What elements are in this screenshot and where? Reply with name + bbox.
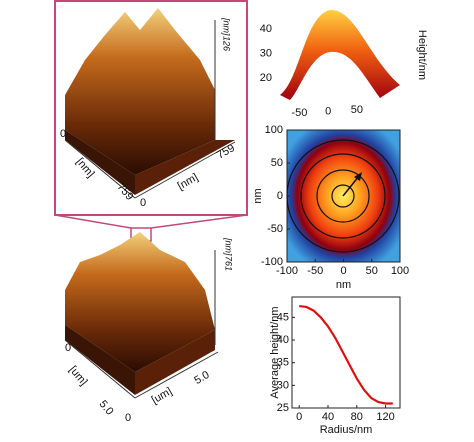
y-tick-label: -50 [267, 223, 283, 235]
afm-side [135, 330, 215, 395]
y-tick-label: -100 [261, 256, 283, 268]
x-tick-label: 80 [351, 411, 363, 423]
zoom-box [54, 0, 248, 216]
x-tick-label: 0 [325, 106, 331, 118]
data-line [299, 304, 393, 405]
connector [54, 214, 132, 229]
axis-label: [um] [150, 385, 175, 406]
height-surface [280, 9, 400, 101]
y-tick-label: 30 [277, 379, 289, 391]
x-tick-label: 0 [296, 411, 302, 423]
y-axis [134, 141, 236, 199]
y-tick-label: 50 [271, 157, 283, 169]
z-unit: [nm] [222, 17, 232, 36]
y-tick-label: 0 [277, 190, 283, 202]
x-tick-label: 100 [391, 265, 409, 277]
x-tick-label: -100 [276, 265, 298, 277]
arrow-head [354, 172, 362, 181]
axis-label: 0 [140, 197, 146, 209]
y-tick-label: 35 [277, 357, 289, 369]
x-tick-label: -50 [291, 107, 307, 119]
axis-label: 0 [60, 128, 66, 140]
y-axis-title: nm [252, 188, 264, 203]
z-unit: [nm] [224, 237, 234, 256]
x-axis [64, 339, 136, 399]
z-max: 761 [224, 256, 234, 271]
y-tick-label: 25 [277, 402, 289, 414]
axis-label: [nm] [176, 171, 201, 192]
afm-side [65, 325, 135, 395]
y-tick-label: 40 [260, 23, 272, 35]
x-axis-title: nm [336, 279, 351, 291]
afm-surface [65, 8, 215, 175]
x-tick-label: 40 [322, 411, 334, 423]
y-tick-label: 20 [260, 72, 272, 84]
plot-frame [291, 296, 401, 409]
axis-label: [um] [67, 364, 90, 388]
afm-surface [65, 232, 215, 372]
y-axis [134, 351, 219, 399]
arrow [342, 175, 360, 197]
y-axis-title: Height/nm [416, 30, 428, 80]
afm-side [135, 140, 235, 195]
x-tick-label: 50 [366, 265, 378, 277]
x-tick-label: 120 [376, 411, 394, 423]
connector [150, 214, 248, 229]
x-axis [64, 139, 136, 199]
x-tick-label: 50 [351, 104, 363, 116]
axis-label: 0 [125, 412, 131, 424]
x-tick-label: -50 [307, 265, 323, 277]
y-tick-label: 45 [277, 311, 289, 323]
x-axis-title: Radius/nm [320, 424, 373, 436]
x-tick-label: 0 [340, 265, 346, 277]
y-tick-label: 100 [265, 124, 283, 136]
axis-label: 0 [65, 342, 71, 354]
y-tick-label: 30 [260, 48, 272, 60]
axis-label: 5.0 [192, 369, 211, 387]
afm-side [65, 130, 135, 195]
y-tick-label: 40 [277, 334, 289, 346]
axis-label: 5.0 [97, 398, 116, 417]
z-max: 126 [222, 36, 232, 51]
y-axis-title: Average height/nm [269, 306, 281, 398]
